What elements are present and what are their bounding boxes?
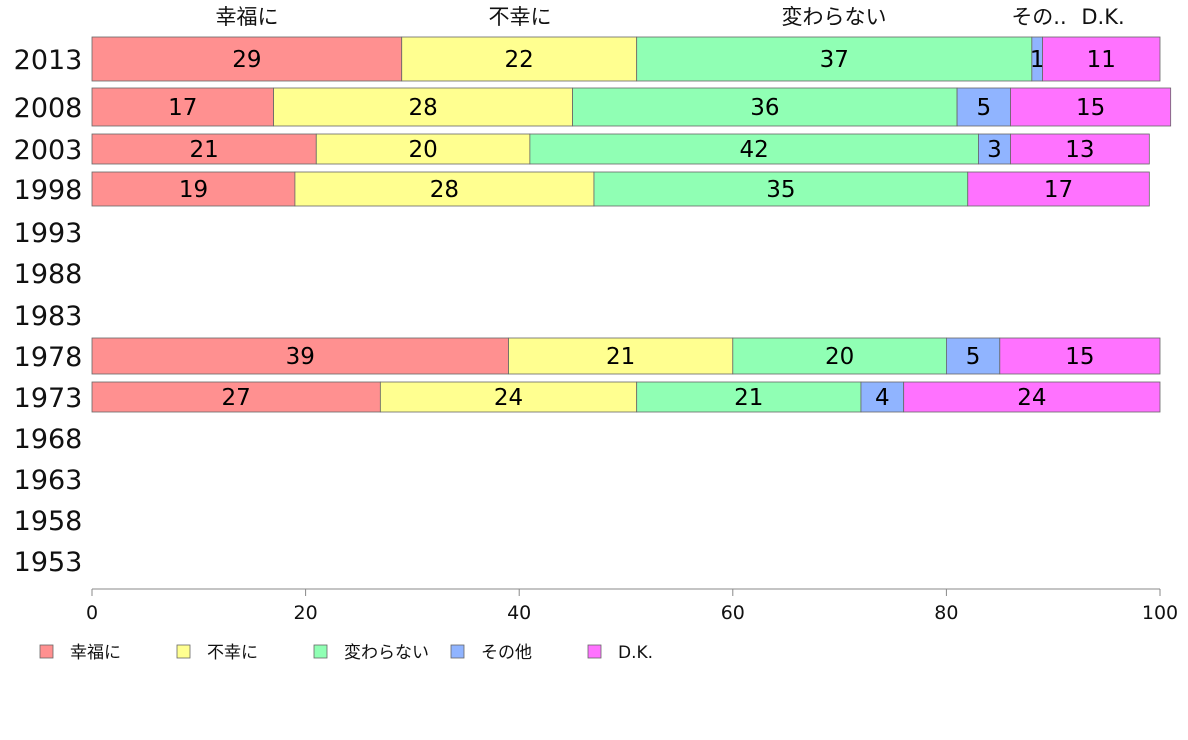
top-series-label: 変わらない [782, 5, 887, 29]
bar-value-label: 28 [408, 95, 437, 121]
bar-value-label: 21 [189, 137, 218, 163]
x-tick-label: 100 [1142, 602, 1178, 624]
legend-swatch [313, 644, 328, 659]
top-series-label: D.K. [1081, 5, 1124, 29]
x-tick-label: 0 [86, 602, 98, 624]
bar-segment [1042, 36, 1161, 82]
year-label: 1983 [14, 301, 83, 332]
top-series-labels: 幸福に 不幸に 変わらない その.. D.K. [216, 5, 1125, 29]
bar-value-label: 5 [966, 344, 981, 370]
year-label: 2003 [14, 135, 83, 166]
legend-swatch [39, 644, 54, 659]
bar-segment [91, 171, 296, 207]
bar-segment [1010, 87, 1172, 127]
bar-value-label: 36 [750, 95, 779, 121]
legend-label: 不幸に [207, 643, 258, 663]
x-tick-label: 20 [294, 602, 318, 624]
x-axis: 0 20 40 60 80 100 [86, 588, 1178, 624]
year-label: 1993 [14, 218, 83, 249]
legend: 幸福に 不幸に 変わらない その他 D.K. [39, 643, 653, 663]
bar-segment [636, 381, 862, 413]
top-series-label: 幸福に [216, 5, 279, 29]
year-label: 1998 [14, 175, 83, 206]
legend-label: 変わらない [344, 643, 429, 663]
bar-segment [91, 337, 509, 375]
bar-value-label: 19 [179, 177, 208, 203]
bar-value-label: 20 [825, 344, 854, 370]
year-label: 1963 [14, 465, 83, 496]
year-label: 1968 [14, 424, 83, 455]
bar-segment [91, 87, 274, 127]
bar-value-label: 17 [168, 95, 197, 121]
bar-value-label: 17 [1044, 177, 1073, 203]
bar-value-label: 28 [430, 177, 459, 203]
bar-value-label: 35 [766, 177, 795, 203]
top-series-label: その.. [1011, 5, 1066, 29]
bar-value-label: 15 [1065, 344, 1094, 370]
year-label: 1953 [14, 547, 83, 578]
bar-segment [294, 171, 595, 207]
year-label: 2013 [14, 45, 83, 76]
year-label: 1973 [14, 383, 83, 414]
bar-value-label: 11 [1087, 47, 1116, 73]
bar-value-label: 42 [740, 137, 769, 163]
bar-segment [967, 171, 1150, 207]
year-label: 2008 [14, 93, 83, 124]
year-label: 1978 [14, 342, 83, 373]
bar-value-label: 37 [820, 47, 849, 73]
bar-segment [529, 133, 979, 165]
x-tick-label: 40 [507, 602, 531, 624]
bar-segment [978, 133, 1011, 165]
bar-value-label: 20 [408, 137, 437, 163]
bar-segment [315, 133, 531, 165]
bar-segment [999, 337, 1161, 375]
bar-segment [1010, 133, 1150, 165]
bar-value-label: 15 [1076, 95, 1105, 121]
bar-segment [946, 337, 1001, 375]
legend-swatch [450, 644, 465, 659]
top-series-label: 不幸に [489, 5, 552, 29]
legend-swatch [587, 644, 602, 659]
bar-value-label: 24 [1017, 385, 1046, 411]
bar-value-label: 21 [606, 344, 635, 370]
bar-segment [593, 171, 969, 207]
bar-value-label: 4 [875, 385, 890, 411]
x-tick-label: 80 [934, 602, 958, 624]
bar-segment [401, 36, 638, 82]
bar-value-label: 21 [734, 385, 763, 411]
bar-segment [273, 87, 574, 127]
bar-segment [91, 381, 381, 413]
bar-segment [956, 87, 1011, 127]
bar-value-label: 39 [286, 344, 315, 370]
bar-value-label: 24 [494, 385, 523, 411]
legend-label: その他 [481, 643, 532, 663]
year-label: 1958 [14, 506, 83, 537]
legend-label: D.K. [618, 643, 653, 663]
bar-value-label: 27 [222, 385, 251, 411]
bar-segment [636, 36, 1033, 82]
bar-segment [91, 36, 403, 82]
bar-value-label: 3 [987, 137, 1002, 163]
bar-value-label: 1 [1030, 47, 1045, 73]
bar-value-label: 5 [976, 95, 991, 121]
bar-segment [572, 87, 958, 127]
bar-segment [508, 337, 734, 375]
year-label: 1988 [14, 259, 83, 290]
bar-value-label: 22 [505, 47, 534, 73]
bar-segment [903, 381, 1161, 413]
bar-value-label: 13 [1065, 137, 1094, 163]
x-tick-label: 60 [721, 602, 745, 624]
legend-swatch [176, 644, 191, 659]
legend-label: 幸福に [70, 643, 121, 663]
bar-value-label: 29 [232, 47, 261, 73]
year-labels: 2013 2008 2003 1998 1993 1988 1983 1978 1973 1968… [14, 45, 83, 578]
